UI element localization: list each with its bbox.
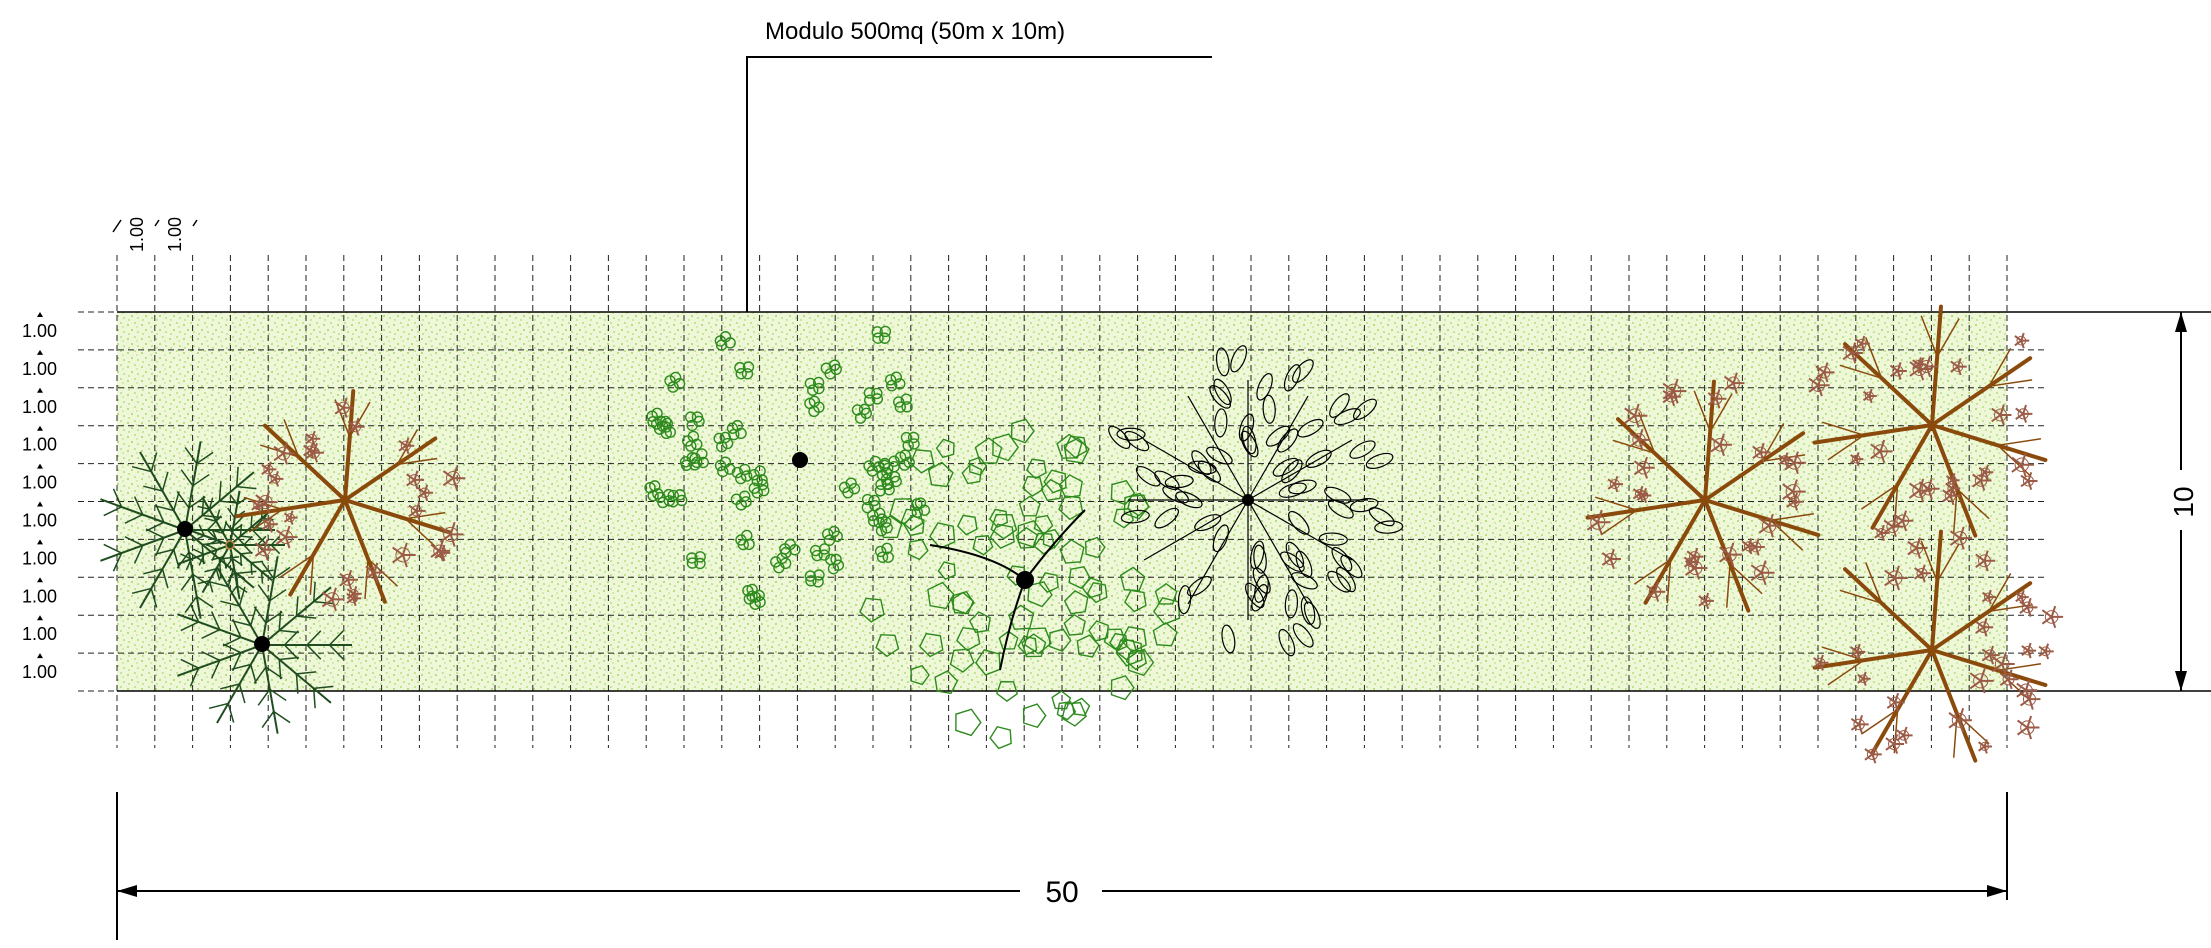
title-leader (746, 56, 1212, 312)
black-leaf-tree (1108, 345, 1404, 657)
green-clover-tree (644, 325, 931, 610)
module-title: Modulo 500mq (50m x 10m) (765, 18, 1065, 45)
tree-center-marker (254, 636, 270, 652)
row-cell-label: 1.00 (22, 359, 57, 379)
row-tick (37, 501, 43, 507)
column-cell-label: 1.00 (165, 217, 185, 252)
brown-tree (1585, 372, 1821, 613)
brown-tree (1812, 526, 2064, 764)
module-boundary (117, 311, 2211, 692)
row-cell-label: 1.00 (22, 321, 57, 341)
row-cell-label: 1.00 (22, 662, 57, 682)
row-tick (37, 577, 43, 583)
height-dimension-label: 10 (2168, 486, 2199, 517)
column-cell-labels: 1.00 1.00 (112, 217, 198, 252)
row-cell-label: 1.00 (22, 397, 57, 417)
column-cell-label: 1.00 (127, 217, 147, 252)
row-cell-label: 1.00 (22, 548, 57, 568)
row-tick (37, 349, 43, 355)
row-tick (37, 615, 43, 621)
width-dimension (116, 792, 2008, 940)
dark-green-tree (177, 490, 285, 600)
row-tick (37, 425, 43, 431)
row-tick (37, 312, 43, 317)
row-tick (37, 539, 43, 545)
green-polygon-tree (859, 418, 1181, 750)
row-tick (37, 463, 43, 469)
row-cell-label: 1.00 (22, 624, 57, 644)
trees-layer (100, 304, 2064, 764)
width-dimension-label: 50 (1045, 876, 1078, 909)
brown-tree (1808, 304, 2048, 559)
row-cell-label: 1.00 (22, 435, 57, 455)
row-tick (37, 653, 43, 659)
row-cell-label: 1.00 (22, 586, 57, 606)
row-cell-label: 1.00 (22, 510, 57, 530)
row-cell-label: 1.00 (22, 473, 57, 493)
row-tick (37, 387, 43, 393)
brown-tree (234, 389, 466, 612)
row-cell-labels: 1.00 1.00 1.00 1.00 1.00 1.00 1.00 1.00 1.00 1.00 (22, 312, 57, 682)
tree-center-marker (177, 521, 193, 537)
